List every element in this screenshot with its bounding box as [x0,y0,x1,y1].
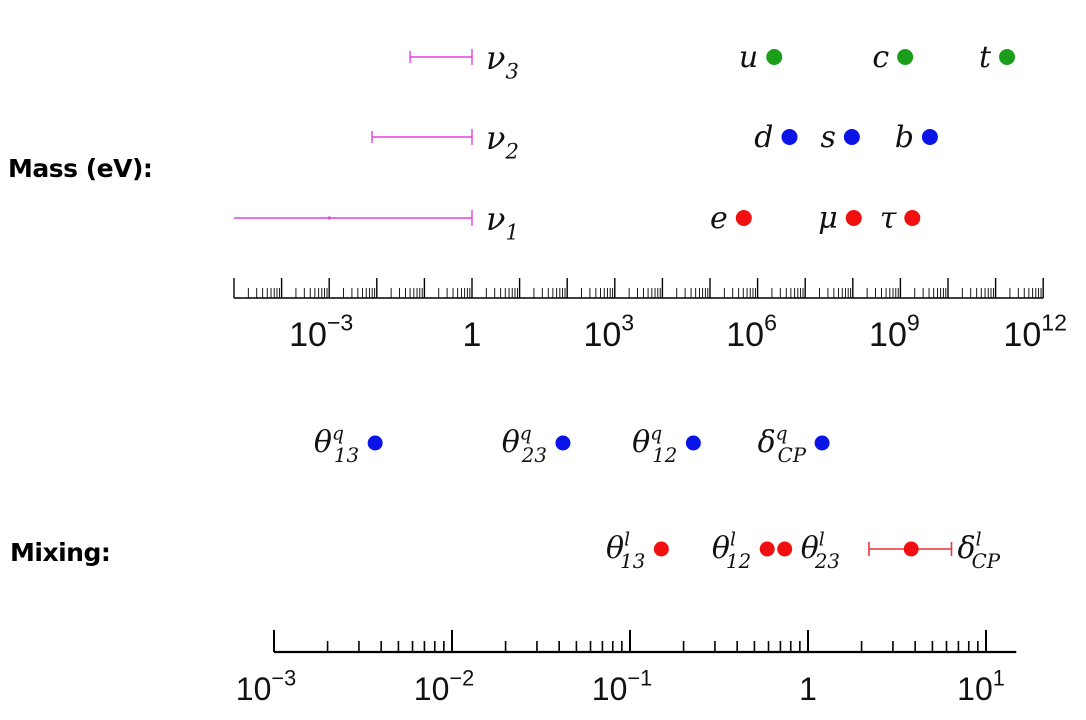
particle-mass-marker [904,210,921,226]
mixing-parameter-marker [777,541,793,557]
particle-label: s [820,120,835,155]
particle-label: c [872,40,889,75]
particle-label: d [754,120,773,155]
mixing-parameter-label: θq 13 [314,423,359,467]
mixing-data-points: θq 13 θq 23 θq 12 δq CP θl 13 θl 12 θl 23 δl CP [314,423,1001,573]
mixing-tick-label: 10−3 [236,666,296,707]
mixing-parameter-label: θl 12 [712,529,751,573]
particle-label: e [710,201,728,236]
mixing-parameter-label: θq 12 [632,423,677,467]
mass-tick-label: 1012 [1003,310,1067,354]
mass-tick-label: 103 [583,310,634,354]
particle-mass-marker [845,210,862,226]
mass-section-label: Mass (eV): [8,154,153,183]
neutrino-label: ν2 [486,119,519,164]
mixing-parameter-label: θl 23 [801,529,840,573]
particle-mass-marker [766,49,783,65]
particle-label: b [895,120,914,155]
mixing-tick-label: 10−2 [414,666,474,707]
mixing-parameter-marker [814,435,830,451]
particle-mass-marker [843,129,860,145]
central-marker [327,216,331,220]
mixing-tick-label: 10−1 [592,666,652,707]
neutrino-label: ν3 [486,39,519,84]
mixing-section-label: Mixing: [10,538,111,567]
particle-mass-marker [735,210,752,226]
particle-mass-marker [781,129,798,145]
particle-mass-marker [999,49,1016,65]
mass-axis: 10−3 1 103 106 109 1012 [233,278,1067,354]
mixing-parameter-label: δq CP [758,423,807,467]
mass-tick-label: 109 [869,310,920,354]
particle-mass-marker [921,129,938,145]
mixing-parameter-marker [555,435,571,451]
mass-tick-label: 10−3 [289,310,353,354]
mixing-parameter-label: θq 23 [502,423,547,467]
mixing-parameter-marker [903,541,919,557]
particle-mass-marker [897,49,914,65]
particle-label: t [979,40,992,75]
mass-data-points: ν3 ν2 ν1 u c t d s b e μ τ [234,39,1016,245]
mixing-parameter-label: δl CP [958,529,1001,573]
mixing-parameter-marker [653,541,669,557]
particle-label: u [739,40,758,75]
particle-label: μ [818,201,838,236]
mixing-parameter-marker [685,435,701,451]
mixing-tick-label: 101 [957,666,1005,707]
neutrino-label: ν1 [486,200,519,245]
mass-tick-label: 106 [726,310,777,354]
particle-label: τ [880,201,897,236]
mixing-parameter-label: θl 13 [606,529,645,573]
mass-tick-label: 1 [463,316,482,354]
mixing-parameter-marker [367,435,383,451]
mixing-tick-label: 1 [799,671,817,707]
mixing-parameter-marker [759,541,775,557]
mixing-axis: 10−3 10−2 10−1 1 101 [236,630,1017,707]
